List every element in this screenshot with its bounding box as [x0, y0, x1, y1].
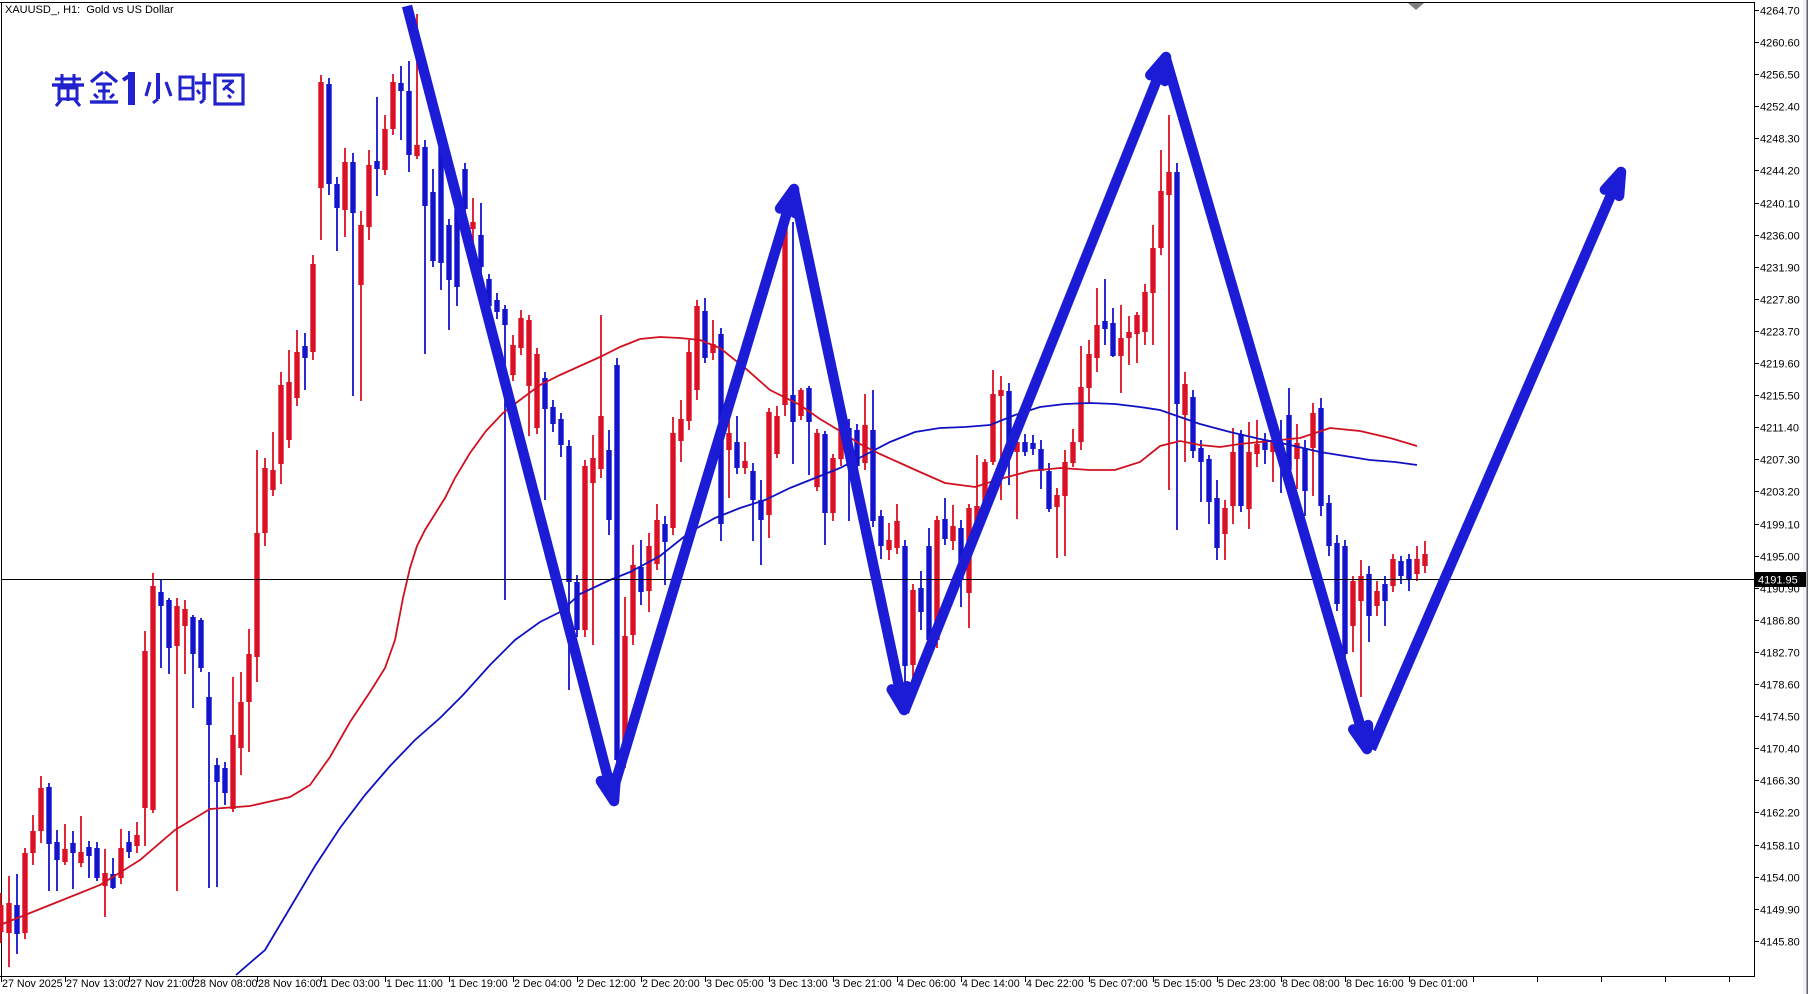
- svg-text:3 Dec 21:00: 3 Dec 21:00: [834, 978, 892, 990]
- svg-text:4166.30: 4166.30: [1760, 776, 1800, 788]
- svg-text:2 Dec 04:00: 2 Dec 04:00: [514, 978, 572, 990]
- svg-text:4174.50: 4174.50: [1760, 712, 1800, 724]
- svg-text:2 Dec 20:00: 2 Dec 20:00: [642, 978, 700, 990]
- svg-text:3 Dec 05:00: 3 Dec 05:00: [706, 978, 764, 990]
- svg-text:4252.40: 4252.40: [1760, 102, 1800, 114]
- svg-text:4211.40: 4211.40: [1760, 423, 1799, 435]
- svg-text:4231.90: 4231.90: [1760, 263, 1800, 275]
- svg-text:27 Nov 2025: 27 Nov 2025: [2, 978, 63, 990]
- svg-text:8 Dec 08:00: 8 Dec 08:00: [1282, 978, 1340, 990]
- svg-text:4203.20: 4203.20: [1760, 487, 1800, 499]
- svg-text:4236.00: 4236.00: [1760, 231, 1800, 243]
- svg-text:4195.00: 4195.00: [1760, 552, 1800, 564]
- svg-text:4219.60: 4219.60: [1760, 359, 1800, 371]
- svg-text:4145.80: 4145.80: [1760, 937, 1800, 949]
- svg-text:4223.70: 4223.70: [1760, 327, 1800, 339]
- svg-text:4248.30: 4248.30: [1760, 134, 1800, 146]
- svg-text:28 Nov 08:00: 28 Nov 08:00: [194, 978, 258, 990]
- svg-text:4 Dec 06:00: 4 Dec 06:00: [898, 978, 956, 990]
- svg-text:4264.70: 4264.70: [1760, 6, 1800, 18]
- svg-text:4170.40: 4170.40: [1760, 744, 1800, 756]
- svg-text:1 Dec 03:00: 1 Dec 03:00: [322, 978, 380, 990]
- svg-text:28 Nov 16:00: 28 Nov 16:00: [258, 978, 322, 990]
- svg-text:1 Dec 19:00: 1 Dec 19:00: [450, 978, 508, 990]
- svg-text:4178.60: 4178.60: [1760, 680, 1800, 692]
- svg-text:4149.90: 4149.90: [1760, 905, 1800, 917]
- svg-text:4240.10: 4240.10: [1760, 199, 1800, 211]
- svg-text:4 Dec 22:00: 4 Dec 22:00: [1026, 978, 1084, 990]
- svg-text:9 Dec 01:00: 9 Dec 01:00: [1410, 978, 1468, 990]
- svg-text:27 Nov 21:00: 27 Nov 21:00: [130, 978, 194, 990]
- svg-text:4162.20: 4162.20: [1760, 808, 1800, 820]
- svg-text:5 Dec 15:00: 5 Dec 15:00: [1154, 978, 1212, 990]
- svg-text:4182.70: 4182.70: [1760, 648, 1800, 660]
- svg-text:4244.20: 4244.20: [1760, 166, 1800, 178]
- svg-text:2 Dec 12:00: 2 Dec 12:00: [578, 978, 636, 990]
- svg-text:4199.10: 4199.10: [1760, 520, 1800, 532]
- svg-text:4227.80: 4227.80: [1760, 295, 1800, 307]
- svg-text:5 Dec 23:00: 5 Dec 23:00: [1218, 978, 1276, 990]
- svg-text:4215.50: 4215.50: [1760, 391, 1800, 403]
- svg-text:4154.00: 4154.00: [1760, 873, 1800, 885]
- svg-text:4207.30: 4207.30: [1760, 455, 1800, 467]
- svg-text:XAUUSD_, H1: Gold vs US Dolla: XAUUSD_, H1: Gold vs US Dollar: [5, 4, 174, 16]
- svg-text:4158.10: 4158.10: [1760, 841, 1800, 853]
- svg-text:5 Dec 07:00: 5 Dec 07:00: [1090, 978, 1148, 990]
- svg-text:3 Dec 13:00: 3 Dec 13:00: [770, 978, 828, 990]
- svg-text:27 Nov 13:00: 27 Nov 13:00: [66, 978, 130, 990]
- svg-text:4256.50: 4256.50: [1760, 70, 1800, 82]
- svg-text:4191.95: 4191.95: [1758, 575, 1798, 587]
- svg-text:4260.60: 4260.60: [1760, 38, 1800, 50]
- svg-text:8 Dec 16:00: 8 Dec 16:00: [1346, 978, 1404, 990]
- svg-text:4 Dec 14:00: 4 Dec 14:00: [962, 978, 1020, 990]
- svg-text:1 Dec 11:00: 1 Dec 11:00: [386, 978, 443, 990]
- svg-text:4186.80: 4186.80: [1760, 616, 1800, 628]
